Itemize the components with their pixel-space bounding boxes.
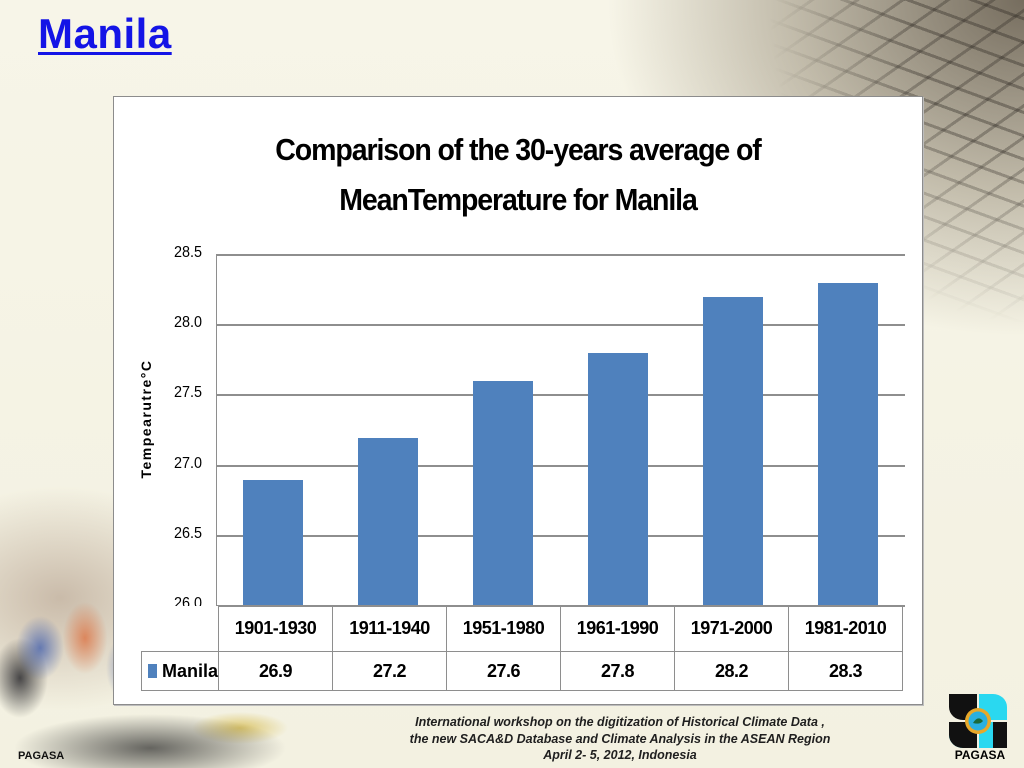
pagasa-logo-icon xyxy=(949,694,1007,748)
chart-frame: Comparison of the 30-years average of Me… xyxy=(113,96,923,705)
value-cell: 28.3 xyxy=(788,651,904,691)
chart-title: Comparison of the 30-years average of Me… xyxy=(146,125,889,225)
value-cell: 27.8 xyxy=(560,651,676,691)
y-axis-label: Tempearutre°C xyxy=(138,359,154,479)
bar-1971-2000[interactable] xyxy=(702,297,763,606)
value-cell: 28.2 xyxy=(674,651,790,691)
bar-1901-1930[interactable] xyxy=(243,479,304,606)
data-table: 1901-1930 1911-1940 1951-1980 1961-1990 1971… xyxy=(140,605,904,691)
bar-1981-2010[interactable] xyxy=(817,283,878,606)
footer-line-3: April 2- 5, 2012, Indonesia xyxy=(543,748,697,762)
footer-text: International workshop on the digitizati… xyxy=(330,714,910,764)
chart-title-line-2: MeanTemperature for Manila xyxy=(339,182,698,217)
y-tick-label: 27.5 xyxy=(173,384,202,402)
gridline xyxy=(216,254,905,256)
data-table-header-row: 1901-1930 1911-1940 1951-1980 1961-1990 1971… xyxy=(141,605,904,652)
legend-label: Manila xyxy=(162,660,219,681)
value-cell: 27.6 xyxy=(446,651,562,691)
bar-1951-1980[interactable] xyxy=(473,381,534,606)
category-label: 1961-1990 xyxy=(560,605,676,652)
y-tick-label: 26.5 xyxy=(173,524,202,542)
category-label: 1981-2010 xyxy=(788,605,904,652)
data-table-row: Manila 26.9 27.2 27.6 27.8 28.2 28.3 xyxy=(140,651,904,691)
legend-entry: Manila xyxy=(140,651,220,691)
pagasa-logo-label: PAGASA xyxy=(954,748,1006,762)
value-cell: 27.2 xyxy=(332,651,448,691)
bar-1911-1940[interactable] xyxy=(358,437,419,606)
category-label: 1911-1940 xyxy=(332,605,448,652)
footer-line-1: International workshop on the digitizati… xyxy=(415,715,825,729)
plot-area xyxy=(216,254,905,607)
chart-title-line-1: Comparison of the 30-years average of xyxy=(275,132,761,167)
y-tick-label: 28.5 xyxy=(173,244,202,261)
bar-1961-1990[interactable] xyxy=(587,353,648,606)
data-table-corner xyxy=(141,605,220,652)
gridline xyxy=(216,394,905,397)
legend-swatch-icon xyxy=(148,663,157,678)
category-label: 1901-1930 xyxy=(218,605,334,652)
gridline xyxy=(216,464,905,467)
y-tick-label: 27.0 xyxy=(173,454,202,472)
pagasa-watermark: PAGASA xyxy=(18,750,65,762)
y-tick-label: 28.0 xyxy=(173,314,202,332)
category-label: 1971-2000 xyxy=(674,605,790,652)
slide-title[interactable]: Manila xyxy=(38,10,172,57)
value-cell: 26.9 xyxy=(218,651,334,691)
category-label: 1951-1980 xyxy=(446,605,562,652)
gridline xyxy=(216,324,905,327)
footer-line-2: the new SACA&D Database and Climate Anal… xyxy=(409,731,831,746)
y-axis-line xyxy=(216,255,217,606)
gridline xyxy=(216,534,905,537)
